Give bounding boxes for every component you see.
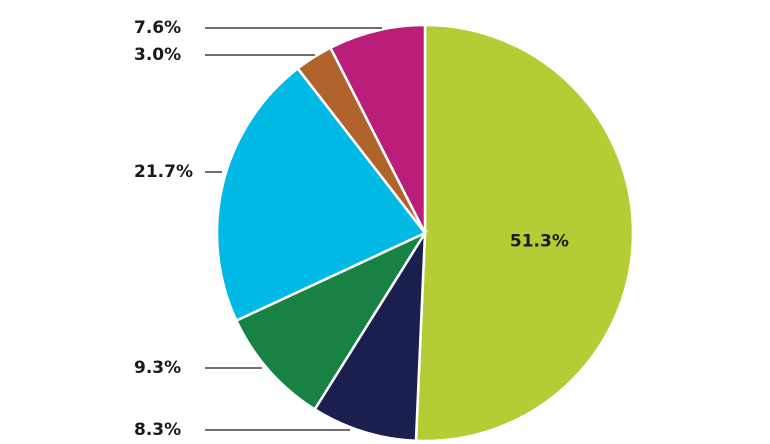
slice-label: 21.7% <box>134 162 193 182</box>
pie-slice <box>328 23 427 234</box>
pie-slice <box>313 228 427 443</box>
slice-label: 51.3% <box>510 231 569 251</box>
pie-slice <box>215 66 427 323</box>
slice-label: 3.0% <box>134 45 181 65</box>
slice-label: 8.3% <box>134 420 181 440</box>
pie-slice <box>234 230 429 412</box>
slice-label: 7.6% <box>134 18 181 38</box>
pie-slice <box>414 23 635 443</box>
slice-label: 9.3% <box>134 358 181 378</box>
